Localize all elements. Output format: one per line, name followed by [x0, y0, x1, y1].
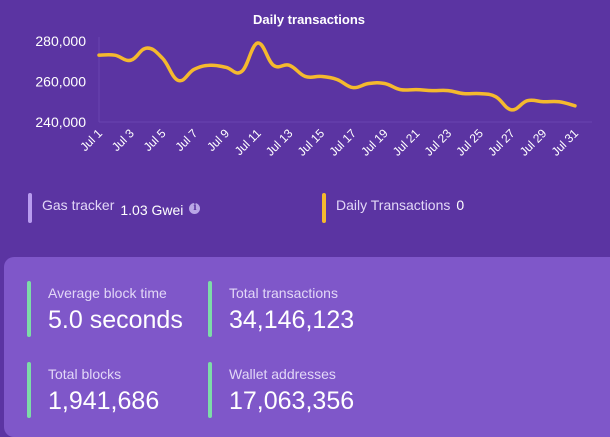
chart-series: Jul 1: 273,000 Jul 2: 273,000 Jul 3: 270,5… [94, 38, 580, 115]
stat-value: 34,146,123 [229, 306, 355, 334]
stat-label: Wallet addresses [229, 366, 336, 382]
chart-title: Daily transactions [253, 12, 365, 27]
stat-accent-bar [27, 281, 31, 337]
data-point[interactable]: Jul 14: 262,500 [300, 71, 310, 81]
stat-label: Average block time [48, 285, 167, 301]
daily-transactions-label: Daily Transactions [336, 197, 451, 213]
data-point[interactable]: Jul 29: 250,000 [538, 97, 548, 107]
x-tick-label: Jul 21 [390, 126, 423, 159]
y-tick-label: 260,000 [35, 74, 86, 90]
data-point[interactable]: Jul 8: 268,000 [205, 60, 215, 70]
data-point[interactable]: Jul 5: 271,500 [157, 53, 167, 63]
data-point[interactable]: Jul 22: 255,500 [427, 86, 437, 96]
stats-card: Average block time 5.0 seconds Total tra… [4, 257, 610, 437]
x-tick-label: Jul 15 [295, 126, 328, 159]
stat-accent-bar [27, 362, 31, 418]
x-tick-label: Jul 19 [358, 126, 391, 159]
stat-label: Total transactions [229, 285, 338, 301]
info-icon[interactable]: i [189, 203, 201, 214]
data-point[interactable]: Jul 4: 276,500 [142, 43, 152, 53]
x-tick-label: Jul 17 [326, 126, 359, 159]
x-tick-label: Jul 13 [263, 126, 296, 159]
data-point[interactable]: Jul 25: 254,000 [475, 89, 485, 99]
daily-transactions-color-bar [322, 193, 326, 223]
series-line-daily-transactions [97, 41, 577, 112]
data-point[interactable]: Jul 26: 252,500 [491, 92, 501, 102]
x-tick-label: Jul 9 [204, 126, 232, 154]
stat-label: Total blocks [48, 366, 122, 382]
x-axis: Jul 1 Jul 3 Jul 5 Jul 7 Jul 9 Jul 11 Jul 13 Jul… [77, 126, 581, 159]
data-point[interactable]: Jul 20: 256,000 [395, 85, 405, 95]
y-axis: 240,000 260,000 280,000 [35, 33, 86, 130]
data-point[interactable]: Jul 16: 261,000 [332, 74, 342, 84]
daily-transactions-value: 0 [456, 197, 465, 213]
x-tick-label: Jul 7 [172, 126, 200, 154]
legend-gas-tracker: Gas tracker 1.03 Gwei i [28, 193, 201, 223]
daily-transactions-chart: Daily transactions 240,000 260,000 280,000… [0, 0, 610, 185]
stat-value: 1,941,686 [48, 387, 160, 415]
chart-legend: Gas tracker 1.03 Gwei i Daily Transactio… [0, 193, 610, 225]
data-point[interactable]: Jul 11: 279,000 [253, 38, 263, 48]
chart-svg: Daily transactions 240,000 260,000 280,000… [35, 12, 592, 159]
data-point[interactable]: Jul 2: 273,000 [110, 50, 120, 60]
x-tick-label: Jul 3 [109, 126, 137, 154]
data-point[interactable]: Jul 1: 273,000 [94, 50, 104, 60]
gas-tracker-color-bar [28, 193, 32, 223]
x-tick-label: Jul 25 [453, 126, 486, 159]
data-point[interactable]: Jul 19: 259,000 [380, 79, 390, 89]
x-tick-label: Jul 5 [141, 126, 169, 154]
x-tick-label: Jul 23 [422, 126, 455, 159]
y-tick-label: 280,000 [35, 33, 86, 49]
x-tick-label: Jul 27 [485, 126, 518, 159]
data-point[interactable]: Jul 7: 266,000 [189, 64, 199, 74]
stat-value: 5.0 seconds [48, 306, 183, 334]
data-point[interactable]: Jul 13: 268,000 [284, 60, 294, 70]
x-tick-label: Jul 31 [549, 126, 582, 159]
data-point[interactable]: Jul 3: 270,500 [126, 55, 136, 65]
data-point[interactable]: Jul 9: 267,000 [221, 62, 231, 72]
data-point[interactable]: Jul 15: 262,500 [316, 71, 326, 81]
data-point[interactable]: Jul 6: 260,500 [173, 75, 183, 85]
x-tick-label: Jul 1 [77, 126, 105, 154]
data-point[interactable]: Jul 27: 246,000 [507, 105, 517, 115]
stat-value: 17,063,356 [229, 387, 355, 415]
data-point[interactable]: Jul 31: 248,000 [570, 101, 580, 111]
data-point[interactable]: Jul 18: 259,000 [364, 79, 374, 89]
gas-tracker-value: 1.03 Gwei [120, 202, 184, 218]
legend-daily-transactions[interactable]: Daily Transactions 0 [322, 193, 464, 223]
y-tick-label: 240,000 [35, 114, 86, 130]
data-point[interactable]: Jul 17: 257,000 [348, 83, 358, 93]
data-point[interactable]: Jul 24: 254,000 [459, 89, 469, 99]
data-point[interactable]: Jul 12: 268,000 [269, 60, 279, 70]
data-point[interactable]: Jul 30: 250,000 [554, 97, 564, 107]
stat-accent-bar [208, 362, 212, 418]
stat-accent-bar [208, 281, 212, 337]
x-tick-label: Jul 29 [517, 126, 550, 159]
gas-tracker-label: Gas tracker [42, 197, 115, 213]
data-point[interactable]: Jul 23: 255,500 [443, 86, 453, 96]
data-point[interactable]: Jul 28: 250,500 [522, 96, 532, 106]
x-tick-label: Jul 11 [232, 126, 264, 158]
data-point[interactable]: Jul 10: 265,000 [237, 66, 247, 76]
data-point[interactable]: Jul 21: 256,000 [411, 85, 421, 95]
